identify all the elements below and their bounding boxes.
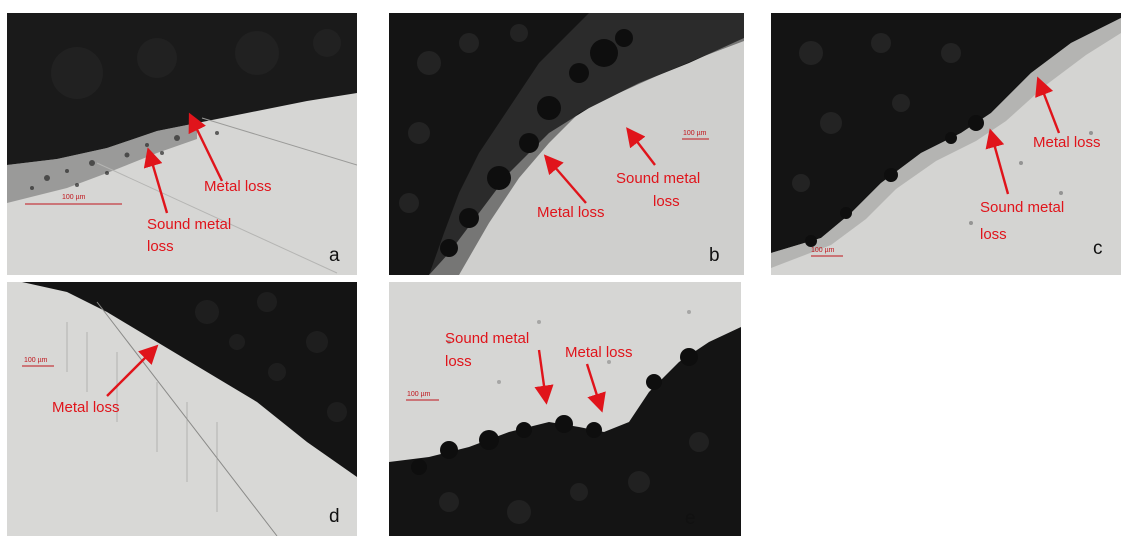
annotation-metal-loss: Metal loss [1033,134,1101,151]
annotation-metal-loss: Metal loss [52,399,120,416]
micrograph-panel-d: 100 µm Metal loss d [7,282,357,536]
annotation-sound-metal: Sound metal [147,216,232,233]
micrograph-image-e [389,282,741,536]
micrograph-image-b [389,13,744,275]
annotation-sound-metal: Sound metal [980,199,1065,216]
panel-letter-c: c [1093,238,1103,259]
panel-letter-b: b [709,245,720,266]
micrograph-image-d [7,282,357,536]
scale-bar-label-e: 100 µm [407,391,431,398]
micrograph-panel-b: 100 µm Metal loss Sound metal loss b [389,13,744,275]
annotation-metal-loss: Metal loss [204,178,272,195]
scale-bar-label-c: 100 µm [811,247,835,254]
scale-bar-label-a: 100 µm [62,194,86,201]
annotation-metal-loss: Metal loss [565,344,633,361]
annotation-loss: loss [445,353,472,370]
annotation-loss: loss [980,226,1007,243]
annotation-metal-loss: Metal loss [537,204,605,221]
micrograph-image-a [7,13,357,275]
annotation-sound-metal: Sound metal [445,330,530,347]
micrograph-panel-a: 100 µm Metal loss Sound metal loss a [7,13,357,275]
annotation-loss: loss [653,193,680,210]
panel-letter-d: d [329,506,340,527]
micrograph-panel-e: 100 µm Sound metal loss Metal loss e [389,282,741,536]
panel-letter-e: e [685,508,696,529]
micrograph-panel-c: 100 µm Metal loss Sound metal loss c [771,13,1121,275]
scale-bar-label-d: 100 µm [24,357,48,364]
annotation-sound-metal: Sound metal [616,170,701,187]
panel-letter-a: a [329,245,340,266]
micrograph-image-c [771,13,1121,275]
annotation-loss: loss [147,238,174,255]
scale-bar-label-b: 100 µm [683,130,707,137]
